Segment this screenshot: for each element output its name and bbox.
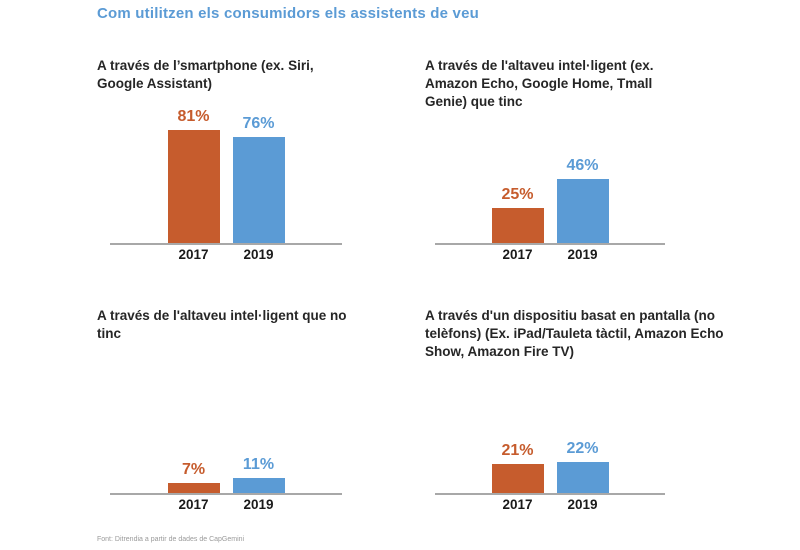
bar-value-label-2019: 11% [242,455,275,473]
bar-2017 [167,129,220,243]
bar-2019 [232,477,285,493]
bar-column-2019: 22% [556,440,609,493]
bar-column-2019: 76% [232,114,285,243]
bar-2017 [491,208,544,243]
chart-screen-device-plot: 21% 22% [435,368,665,495]
bar-2019 [556,178,609,243]
page-title: Com utilitzen els consumidors els assist… [97,5,479,22]
x-tick-2019: 2019 [567,497,598,512]
chart-smart-speaker-not-owned-title: A través de l'altaveu intel·ligent que n… [97,308,347,342]
chart-screen-device-title: A través d'un dispositiu basat en pantal… [425,308,724,360]
x-axis-labels: 2017 2019 [110,247,342,262]
x-tick-2019: 2019 [243,497,274,512]
chart-smart-speaker-owned-plot: 25% 46% [435,118,665,245]
x-tick-2017: 2017 [178,247,209,262]
chart-smartphone-title: A través de l’smartphone (ex. Siri, Goog… [97,58,314,92]
x-tick-2017: 2017 [178,497,209,512]
bar-column-2019: 46% [556,156,609,243]
bar-value-label-2017: 7% [181,461,206,479]
bar-column-2017: 81% [167,107,220,243]
x-tick-2017: 2017 [502,247,533,262]
bar-2017 [491,463,544,493]
bar-2017 [167,483,220,493]
x-tick-2017: 2017 [502,497,533,512]
bar-value-label-2019: 22% [566,440,599,458]
x-axis-labels: 2017 2019 [435,247,665,262]
bar-value-label-2017: 21% [501,441,534,459]
chart-smartphone: A través de l’smartphone (ex. Siri, Goog… [97,53,357,288]
bar-column-2017: 25% [491,186,544,243]
chart-screen-device: A través d'un dispositiu basat en pantal… [425,303,735,538]
bar-column-2017: 21% [491,441,544,493]
chart-smart-speaker-not-owned: A través de l'altaveu intel·ligent que n… [97,303,357,538]
x-axis-labels: 2017 2019 [435,497,665,512]
bar-2019 [232,136,285,243]
bar-2019 [556,462,609,493]
chart-smart-speaker-owned: A través de l'altaveu intel·ligent (ex. … [425,53,705,288]
bar-value-label-2017: 25% [501,186,534,203]
bar-value-label-2019: 76% [242,114,275,132]
source-note: Font: Ditrendia a partir de dades de Cap… [97,536,245,543]
bar-column-2019: 11% [232,455,285,493]
bar-value-label-2019: 46% [566,156,599,174]
bar-column-2017: 7% [167,461,220,493]
x-axis-labels: 2017 2019 [110,497,342,512]
bar-value-label-2017: 81% [177,107,210,125]
x-tick-2019: 2019 [567,247,598,262]
chart-smart-speaker-owned-title: A través de l'altaveu intel·ligent (ex. … [425,58,654,110]
x-tick-2019: 2019 [243,247,274,262]
chart-smart-speaker-not-owned-plot: 7% 11% [110,368,342,495]
chart-smartphone-plot: 81% 76% [110,108,342,245]
